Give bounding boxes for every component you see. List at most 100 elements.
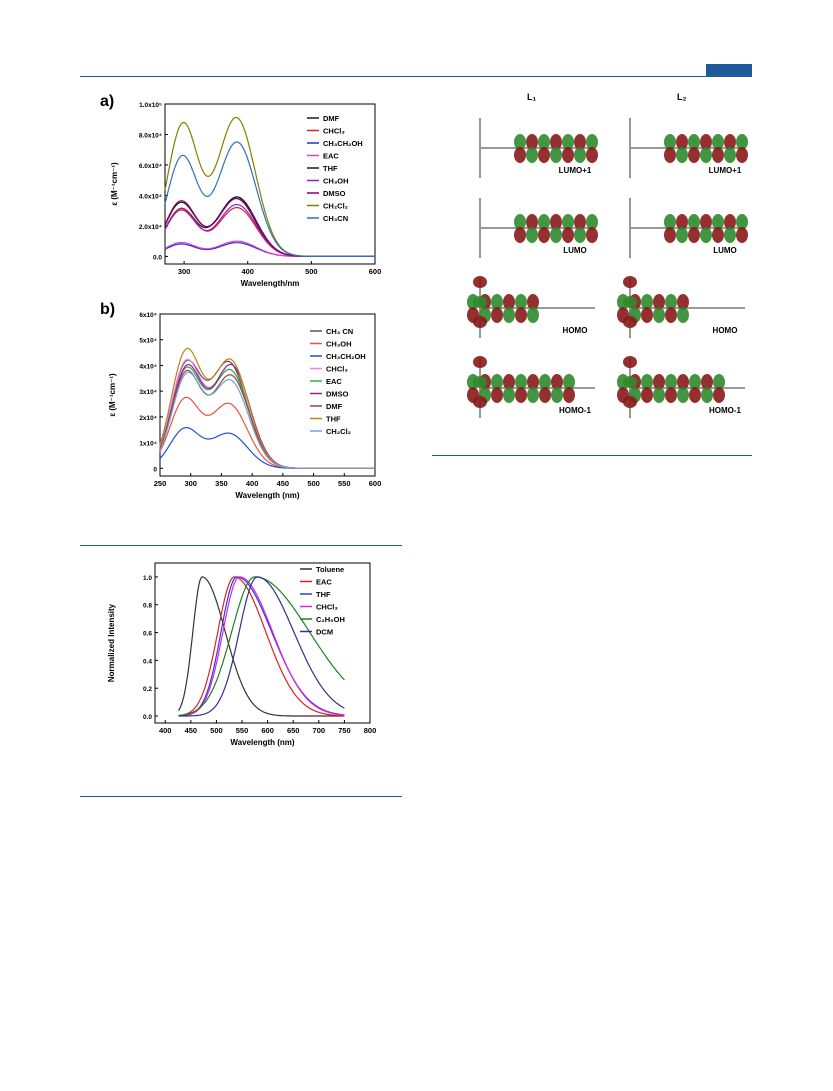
legend-label: EAC: [316, 578, 332, 587]
orbital-lobe: [538, 214, 550, 230]
orbital-lobe: [574, 147, 586, 163]
y-tick-label: 0.6: [143, 631, 152, 638]
legend-label: DMF: [323, 114, 340, 123]
orbital-lobe: [514, 147, 526, 163]
orbital-lobe: [574, 214, 586, 230]
x-tick-label: 700: [313, 726, 326, 735]
orbital-lobe: [503, 374, 515, 390]
series-line-3: [159, 358, 375, 469]
legend-label: C₂H₅OH: [316, 615, 345, 624]
orbital-lobe: [562, 214, 574, 230]
orbital-lobe: [701, 374, 713, 390]
orbital-lobe: [574, 227, 586, 243]
orbital-lobe: [623, 356, 637, 368]
y-tick-label: 0.2: [143, 686, 152, 693]
orbital-lobe: [736, 147, 748, 163]
y-tick-label: 5x10⁴: [139, 338, 157, 345]
x-tick-label: 300: [178, 267, 191, 276]
x-tick-label: 400: [159, 726, 172, 735]
orbital-lobe: [473, 376, 487, 388]
orbital-row-label: LUMO+1: [709, 166, 742, 175]
orbital-lobe: [623, 316, 637, 328]
legend-label: EAC: [323, 152, 339, 161]
orbital-lobe: [563, 374, 575, 390]
series-line-8: [159, 371, 375, 469]
orbital-lobe: [491, 387, 503, 403]
y-axis-label: ε (M⁻¹cm⁻¹): [108, 373, 117, 417]
header-rule: [80, 76, 752, 77]
series-line-5: [178, 576, 345, 717]
orbital-column-label: L₁: [527, 92, 536, 102]
orbital-lobe: [515, 387, 527, 403]
y-tick-label: 1.0x10⁵: [139, 102, 162, 109]
legend-label: CH₃OH: [326, 340, 352, 349]
y-tick-label: 4.0x10⁴: [139, 193, 162, 200]
orbital-lobe: [623, 296, 637, 308]
section-rule: [80, 545, 402, 546]
orbital-lobe: [676, 227, 688, 243]
orbital-lobe: [503, 294, 515, 310]
orbital-lobe: [665, 374, 677, 390]
y-axis-label: Normalized Intensity: [107, 603, 116, 682]
orbital-lobe: [538, 134, 550, 150]
orbital-lobe: [641, 307, 653, 323]
orbital-lobe: [550, 134, 562, 150]
orbital-lobe: [689, 387, 701, 403]
legend-label: DMSO: [326, 390, 349, 399]
orbital-panel: L₁ L₂ LUMO+1 LUMO+1 LUMO LUMO HOMO HOMO HOMO-1 HO…: [467, 92, 748, 418]
orbital-lobe: [700, 214, 712, 230]
orbital-lobe: [689, 374, 701, 390]
panel-label-a: a): [100, 93, 114, 110]
legend-label: CHCl₃: [326, 365, 348, 374]
legend-label: THF: [316, 590, 331, 599]
orbital-lobe: [473, 396, 487, 408]
header-tab: [706, 64, 752, 76]
legend-label: CHCl₃: [323, 127, 345, 136]
orbital-lobe: [538, 227, 550, 243]
legend-label: CH₃ CN: [326, 327, 353, 336]
series-line-3: [178, 576, 345, 717]
orbital-lobe: [724, 214, 736, 230]
orbital-row-label: LUMO: [713, 246, 737, 255]
y-tick-label: 1x10⁴: [139, 441, 157, 448]
orbital-lobe: [713, 387, 725, 403]
y-tick-label: 2x10⁴: [139, 415, 157, 422]
orbital-lobe: [736, 134, 748, 150]
orbital-lobe: [538, 147, 550, 163]
x-tick-label: 550: [338, 479, 351, 488]
x-tick-label: 250: [154, 479, 167, 488]
x-axis-label: Wavelength (nm): [230, 738, 294, 747]
orbital-lobe: [527, 294, 539, 310]
orbital-lobe: [724, 134, 736, 150]
orbital-lobe: [736, 227, 748, 243]
x-tick-label: 500: [305, 267, 318, 276]
orbital-lobe: [724, 227, 736, 243]
orbital-lobe: [586, 227, 598, 243]
orbital-lobe: [586, 214, 598, 230]
legend-label: CHCl₃: [316, 603, 338, 612]
series-line-1: [178, 576, 345, 717]
orbital-lobe: [574, 134, 586, 150]
x-axis-label: Wavelength/nm: [241, 279, 300, 288]
orbital-lobe: [526, 134, 538, 150]
series-line-5: [159, 363, 375, 469]
orbital-lobe: [664, 227, 676, 243]
orbital-lobe: [623, 396, 637, 408]
orbital-lobe: [623, 376, 637, 388]
orbital-lobe: [623, 276, 637, 288]
orbital-lobe: [491, 374, 503, 390]
orbital-lobe: [712, 214, 724, 230]
orbital-lobe: [503, 387, 515, 403]
section-rule: [432, 455, 752, 456]
legend-label: CH₂Cl₂: [323, 202, 348, 211]
x-tick-label: 550: [236, 726, 249, 735]
x-tick-label: 400: [241, 267, 254, 276]
x-tick-label: 300: [184, 479, 197, 488]
orbital-lobe: [700, 147, 712, 163]
figure-orbitals: L₁ L₂ LUMO+1 LUMO+1 LUMO LUMO HOMO HOMO HOMO-1 HO…: [455, 88, 755, 428]
orbital-lobe: [653, 294, 665, 310]
orbital-lobe: [664, 214, 676, 230]
orbital-lobe: [473, 316, 487, 328]
orbital-lobe: [712, 134, 724, 150]
x-tick-label: 500: [307, 479, 320, 488]
